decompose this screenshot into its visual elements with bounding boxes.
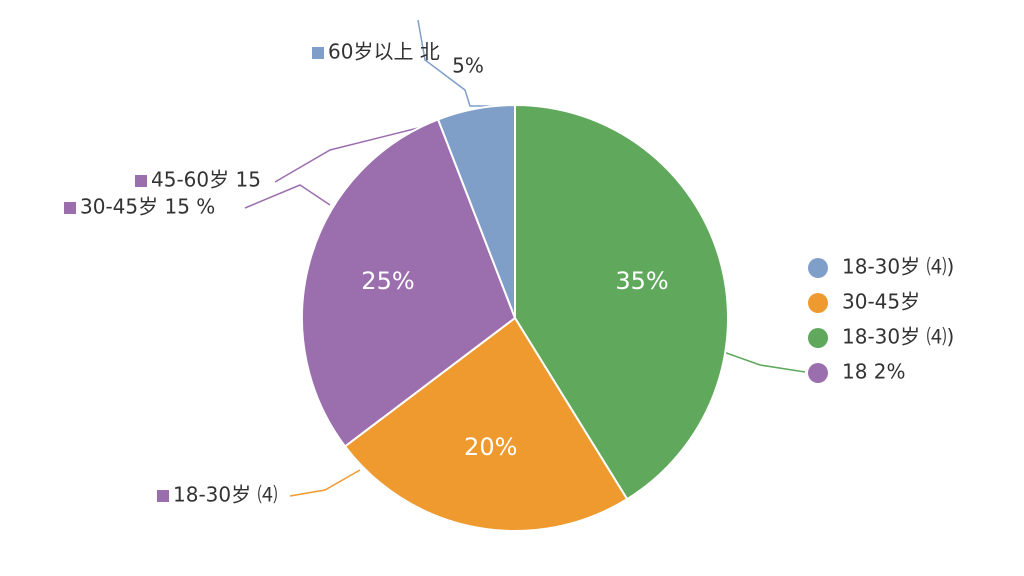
slice-label: 25% <box>361 267 414 295</box>
pie-slice <box>514 103 729 501</box>
slice-label: 35% <box>615 267 668 295</box>
annotation-marker <box>135 175 147 187</box>
annotation-marker <box>64 202 76 214</box>
pie-slice <box>436 103 516 319</box>
pie-slice <box>343 316 629 532</box>
legend-marker <box>808 258 828 278</box>
legend-marker <box>808 293 828 313</box>
pie-slice <box>301 118 517 448</box>
leader-line <box>289 469 361 497</box>
legend-label: 18-30岁 ⑷) <box>842 325 954 349</box>
slice-label: 5% <box>452 53 484 77</box>
legend-label: 18 2% <box>842 360 906 384</box>
annotation: 45-60岁 15 <box>151 168 261 192</box>
leader-line <box>244 184 331 209</box>
legend-label: 18-30岁 ⑷) <box>842 255 954 279</box>
legend-label: 30-45岁 <box>842 290 920 314</box>
slice-label: 20% <box>464 433 517 461</box>
legend-marker <box>808 363 828 383</box>
annotation: 30-45岁 15 % <box>80 195 215 219</box>
leader-line <box>274 124 431 183</box>
annotation-marker <box>157 490 169 502</box>
pie <box>301 103 729 532</box>
leader-line <box>717 349 806 373</box>
annotation: 18-30岁 ⑷ <box>173 483 277 507</box>
annotation: 60岁以上 北 <box>328 40 440 64</box>
leader-line <box>417 19 515 107</box>
annotation-marker <box>312 47 324 59</box>
legend-marker <box>808 328 828 348</box>
